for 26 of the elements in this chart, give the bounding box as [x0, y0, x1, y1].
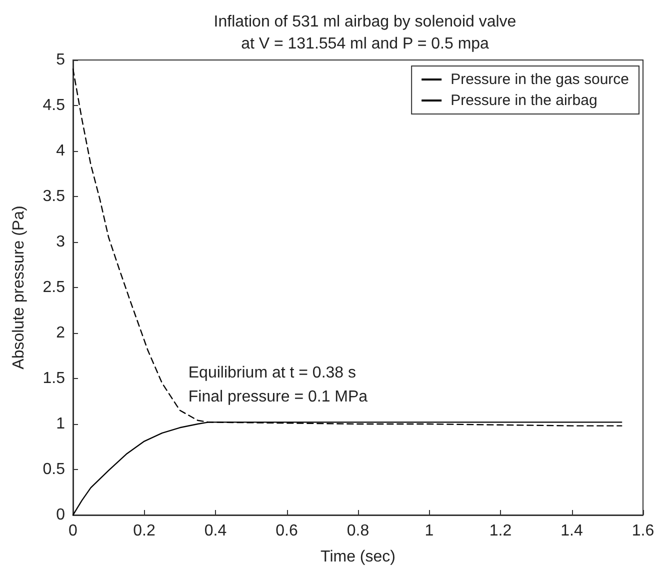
x-tick-label: 1.2 — [489, 522, 512, 540]
x-tick-label: 0.8 — [346, 522, 370, 540]
y-tick-label: 2.5 — [42, 279, 66, 296]
x-tick-label: 1 — [424, 522, 434, 540]
x-tick-label: 1.4 — [560, 522, 583, 540]
y-tick-label: 1.5 — [42, 370, 66, 387]
annotation: Equilibrium at t = 0.38 s Final pressure = 0.1 MPa — [188, 364, 368, 406]
legend-label: Pressure in the airbag — [450, 92, 598, 109]
x-tick-label: 0 — [68, 522, 78, 540]
chart-title: Inflation of 531 ml airbag by solenoid valve at V = 131.554 ml and P = 0.5 mpa — [214, 14, 516, 52]
y-axis-title: Absolute pressure (Pa) — [10, 206, 28, 370]
x-tick-label: 1.6 — [632, 522, 654, 540]
y-tick-label: 5 — [56, 52, 66, 68]
y-tick-label: 2 — [56, 324, 66, 342]
x-tick-label: 0.2 — [133, 522, 156, 540]
y-tick-label: 0.5 — [42, 461, 66, 478]
legend-label: Pressure in the gas source — [450, 71, 630, 88]
y-tick-label: 4 — [56, 142, 66, 160]
x-tick-label: 0.6 — [276, 522, 298, 540]
x-tick-label: 0.4 — [204, 522, 227, 540]
y-tick-label: 1 — [56, 416, 66, 432]
y-tick-label: 4.5 — [42, 97, 66, 114]
y-tick-label: 3.5 — [42, 188, 66, 205]
y-tick-label: 3 — [56, 234, 66, 250]
y-tick-label: 0 — [56, 506, 66, 524]
x-axis-title: Time (sec) — [320, 548, 396, 566]
